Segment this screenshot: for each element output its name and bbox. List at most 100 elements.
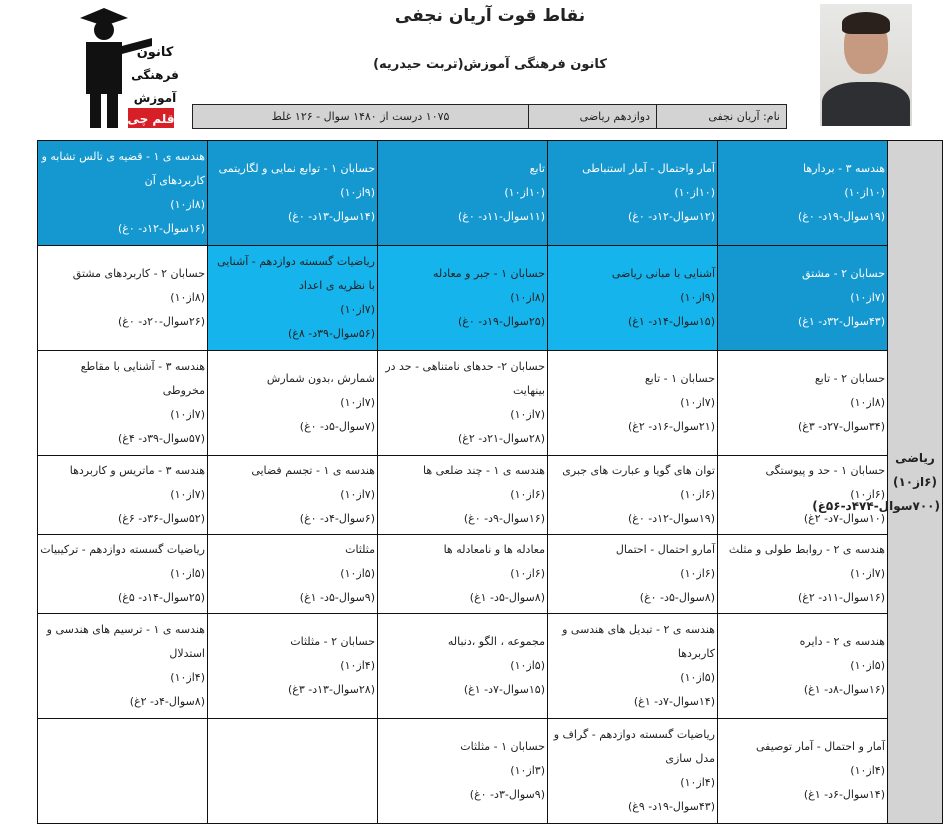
- topic-score: (۱۰از۱۰): [674, 185, 715, 199]
- topic-stats: (۱۹سوال-۱۲د- ۰غ): [627, 511, 715, 525]
- table-row: آمار و احتمال - آمار توصیفی (۴از۱۰) (۱۴سوا…: [37, 717, 943, 824]
- topic-stats: (۴۳سوال-۱۹د- ۹غ): [627, 799, 715, 813]
- topic-score: (۶از۱۰): [510, 487, 545, 501]
- topic-score: (۵از۱۰): [340, 566, 375, 580]
- topic-title: هندسه ی ۲ - روابط طولی و مثلث: [728, 542, 885, 556]
- table-row: حسابان ۲ - تابع (۸از۱۰) (۳۴سوال-۲۷د- ۳غ) حس…: [37, 349, 943, 456]
- topic-cell: آمار و احتمال - آمار توصیفی (۴از۱۰) (۱۴سوا…: [717, 717, 888, 824]
- topic-title: حسابان ۲ - مثلثات: [290, 634, 375, 648]
- topic-cell: تابع (۱۰از۱۰) (۱۱سوال-۱۱د- ۰غ): [377, 140, 548, 246]
- topic-stats: (۱۶سوال-۸د- ۱غ): [803, 682, 885, 696]
- topic-cell: هندسه ی ۱ - چند ضلعی ها (۶از۱۰) (۱۶سوال-۹د…: [377, 454, 548, 535]
- topic-cell: مثلثات (۵از۱۰) (۹سوال-۵د- ۱غ): [207, 533, 378, 614]
- topic-score: (۷از۱۰): [340, 302, 375, 316]
- topic-title: حسابان ۱ - مثلثات: [460, 739, 545, 753]
- topic-title: هندسه ی ۱ - ترسیم های هندسی و استدلال: [46, 622, 205, 660]
- topic-cell: هندسه ی ۱ - تجسم فضایی (۷از۱۰) (۶سوال-۴د- …: [207, 454, 378, 535]
- topic-title: تابع: [529, 161, 545, 175]
- topic-title: ریاضیات گسسته دوازدهم - آشنایی با نظریه …: [217, 254, 375, 292]
- topic-cell: حسابان ۲- حدهای نامتناهی - حد در بینهایت…: [377, 349, 548, 456]
- topic-score: (۸از۱۰): [170, 290, 205, 304]
- topic-stats: (۲۸سوال-۱۳د- ۳غ): [287, 682, 375, 696]
- topic-stats: (۱۶سوال-۱۲د- ۰غ): [117, 221, 205, 235]
- topic-stats: (۱۶سوال-۹د- ۰غ): [463, 511, 545, 525]
- svg-text:قلم چی: قلم چی: [127, 112, 174, 126]
- topic-score: (۵از۱۰): [510, 658, 545, 672]
- topic-cell: حسابان ۲ - تابع (۸از۱۰) (۳۴سوال-۲۷د- ۳غ): [717, 349, 888, 456]
- topic-title: هندسه ی ۱ - چند ضلعی ها: [422, 463, 545, 477]
- topic-stats: (۹سوال-۳د- ۰غ): [469, 787, 545, 801]
- topic-stats: (۷سوال-۵د- ۰غ): [299, 419, 375, 433]
- topic-cell: [37, 717, 208, 824]
- topic-title: حسابان ۲- حدهای نامتناهی - حد در بینهایت: [385, 359, 545, 397]
- topic-stats: (۹سوال-۵د- ۱غ): [299, 590, 375, 604]
- topic-cell: هندسه ۳ - ماتریس و کاربردها (۷از۱۰) (۵۲سوا…: [37, 454, 208, 535]
- svg-text:فرهنگی: فرهنگی: [131, 68, 179, 82]
- topic-title: آمار و احتمال - آمار توصیفی: [755, 739, 885, 753]
- topic-cell: ریاضیات گسسته دوازدهم - آشنایی با نظریه …: [207, 244, 378, 351]
- topic-cell: آمار واحتمال - آمار استنباطی (۱۰از۱۰) (۱۲س…: [547, 140, 718, 246]
- topic-score: (۷از۱۰): [340, 395, 375, 409]
- strengths-table: ریاضی (۶از۱۰) (۷۰۰سوال-۴۷۴د-۵۶غ) هندسه ۳ -…: [37, 140, 943, 824]
- table-row: هندسه ی ۲ - روابط طولی و مثلث (۷از۱۰) (۱۶س…: [37, 533, 943, 614]
- topic-title: آمارو احتمال - احتمال: [615, 542, 715, 556]
- topic-score: (۵از۱۰): [170, 566, 205, 580]
- topic-cell: آشنایی با مبانی ریاضی (۹از۱۰) (۱۵سوال-۱۴د-…: [547, 244, 718, 351]
- topic-title: هندسه ۳ - بردارها: [803, 161, 885, 175]
- topic-cell: هندسه ی ۱ - قضیه ی تالس تشابه و کاربردها…: [37, 140, 208, 246]
- topic-score: (۱۰از۱۰): [504, 185, 545, 199]
- topic-title: حسابان ۱ - توابع نمایی و لگاریتمی: [218, 161, 375, 175]
- topic-score: (۷از۱۰): [850, 566, 885, 580]
- topic-stats: (۱۰سوال-۷د- ۲غ): [803, 511, 885, 525]
- topic-cell: هندسه ی ۲ - روابط طولی و مثلث (۷از۱۰) (۱۶س…: [717, 533, 888, 614]
- topic-score: (۹از۱۰): [680, 290, 715, 304]
- topic-cell: ریاضیات گسسته دوازدهم - گراف و مدل سازی (…: [547, 717, 718, 824]
- topic-score: (۵از۱۰): [680, 670, 715, 684]
- topic-title: شمارش ،بدون شمارش: [266, 371, 375, 385]
- topic-cell: مجموعه ، الگو ،دنباله (۵از۱۰) (۱۵سوال-۷د- …: [377, 612, 548, 719]
- topic-score: (۶از۱۰): [510, 566, 545, 580]
- svg-text:کانون: کانون: [137, 45, 174, 60]
- subject-label: ریاضی (۶از۱۰): [893, 451, 937, 489]
- topic-score: (۶از۱۰): [850, 487, 885, 501]
- topic-cell: شمارش ،بدون شمارش (۷از۱۰) (۷سوال-۵د- ۰غ): [207, 349, 378, 456]
- topic-score: (۷از۱۰): [340, 487, 375, 501]
- topic-score: (۴از۱۰): [850, 763, 885, 777]
- topic-cell: آمارو احتمال - احتمال (۶از۱۰) (۸سوال-۵د- ۰…: [547, 533, 718, 614]
- student-info-bar: نام: آریان نجفی دوازدهم ریاضی ۱۰۷۵ درست …: [192, 104, 787, 129]
- topic-stats: (۱۴سوال-۱۳د- ۰غ): [287, 209, 375, 223]
- subject-summary: ریاضی (۶از۱۰) (۷۰۰سوال-۴۷۴د-۵۶غ): [812, 140, 943, 824]
- student-name: نام: آریان نجفی: [656, 105, 786, 128]
- topic-cell: هندسه ی ۱ - ترسیم های هندسی و استدلال (۴ا…: [37, 612, 208, 719]
- topic-stats: (۲۶سوال-۲۰د- ۰غ): [117, 314, 205, 328]
- topic-stats: (۸سوال-۵د- ۱غ): [469, 590, 545, 604]
- topic-stats: (۲۸سوال-۲۱د- ۲غ): [457, 431, 545, 445]
- topic-stats: (۲۵سوال-۱۹د- ۰غ): [457, 314, 545, 328]
- topic-score: (۳از۱۰): [510, 763, 545, 777]
- topic-score: (۸از۱۰): [850, 395, 885, 409]
- topic-cell: [207, 717, 378, 824]
- topic-stats: (۱۱سوال-۱۱د- ۰غ): [457, 209, 545, 223]
- topic-title: هندسه ی ۱ - تجسم فضایی: [251, 463, 375, 477]
- topic-score: (۴از۱۰): [170, 670, 205, 684]
- topic-title: هندسه ی ۲ - تبدیل های هندسی و کاربردها: [562, 622, 715, 660]
- topic-title: هندسه ۳ - آشنایی با مقاطع مخروطی: [80, 359, 205, 397]
- topic-score: (۷از۱۰): [510, 407, 545, 421]
- topic-title: آشنایی با مبانی ریاضی: [611, 266, 715, 280]
- topic-title: حسابان ۲ - مشتق: [801, 266, 885, 280]
- topic-cell: معادله ها و نامعادله ها (۶از۱۰) (۸سوال-۵د-…: [377, 533, 548, 614]
- topic-cell: توان های گویا و عبارت های جبری (۶از۱۰) (۱۹…: [547, 454, 718, 535]
- topic-stats: (۵۶سوال-۳۹د- ۸غ): [287, 326, 375, 340]
- topic-cell: حسابان ۲ - مثلثات (۴از۱۰) (۲۸سوال-۱۳د- ۳غ): [207, 612, 378, 719]
- topic-title: آمار واحتمال - آمار استنباطی: [582, 161, 715, 175]
- topic-stats: (۱۴سوال-۷د- ۱غ): [633, 694, 715, 708]
- topic-cell: حسابان ۲ - مشتق (۷از۱۰) (۴۳سوال-۳۲د- ۱غ): [717, 244, 888, 351]
- topic-stats: (۴۳سوال-۳۲د- ۱غ): [797, 314, 885, 328]
- topic-title: هندسه ی ۱ - قضیه ی تالس تشابه و کاربردها…: [41, 149, 205, 187]
- topic-cell: هندسه ی ۲ - دایره (۵از۱۰) (۱۶سوال-۸د- ۱غ): [717, 612, 888, 719]
- institute-name: کانون فرهنگی آموزش(تربت حیدریه): [373, 57, 607, 72]
- topic-score: (۸از۱۰): [510, 290, 545, 304]
- topic-title: ریاضیات گسسته دوازدهم - ترکیبیات: [40, 542, 205, 556]
- topic-stats: (۲۵سوال-۱۴د- ۵غ): [117, 590, 205, 604]
- topic-stats: (۱۴سوال-۶د- ۱غ): [803, 787, 885, 801]
